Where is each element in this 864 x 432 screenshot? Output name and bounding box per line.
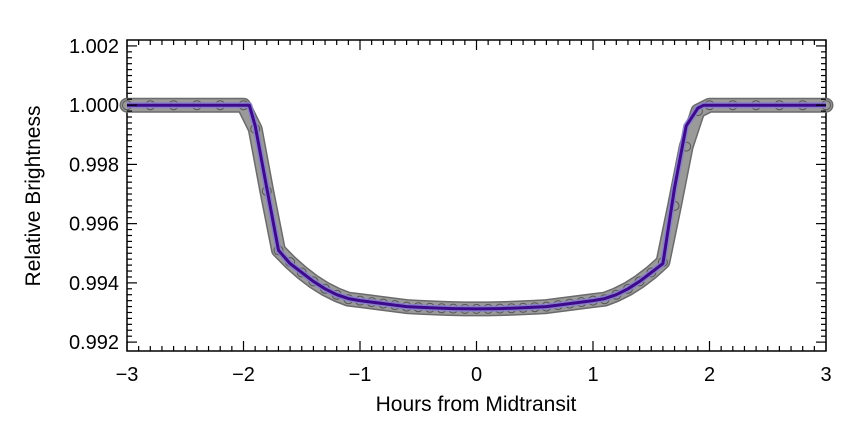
chart-marks bbox=[119, 97, 834, 317]
y-tick-label: 1.002 bbox=[69, 36, 119, 58]
x-tick-label: −2 bbox=[232, 364, 255, 386]
y-tick-label: 0.994 bbox=[69, 273, 119, 295]
x-tick-label: 2 bbox=[704, 364, 715, 386]
model-line bbox=[127, 103, 826, 311]
y-tick-label: 0.996 bbox=[69, 214, 119, 236]
x-tick-label: 1 bbox=[587, 364, 598, 386]
axis-ticks bbox=[126, 40, 827, 351]
plot-background bbox=[127, 40, 826, 351]
y-axis-label: Relative Brightness bbox=[22, 106, 45, 287]
x-axis-label: Hours from Midtransit bbox=[376, 393, 577, 416]
x-tick-label: 3 bbox=[820, 364, 831, 386]
x-tick-label: 0 bbox=[471, 364, 482, 386]
y-tick-label: 0.992 bbox=[69, 332, 119, 354]
x-tick-label: −3 bbox=[116, 364, 139, 386]
y-tick-label: 1.000 bbox=[69, 95, 119, 117]
y-tick-label: 0.998 bbox=[69, 154, 119, 176]
tick-labels: −3 −2 −1 0 1 2 3 0.992 0.994 0.996 0.998 1.000 1.002 bbox=[69, 36, 832, 386]
plot-area bbox=[126, 39, 827, 352]
x-tick-label: −1 bbox=[349, 364, 372, 386]
